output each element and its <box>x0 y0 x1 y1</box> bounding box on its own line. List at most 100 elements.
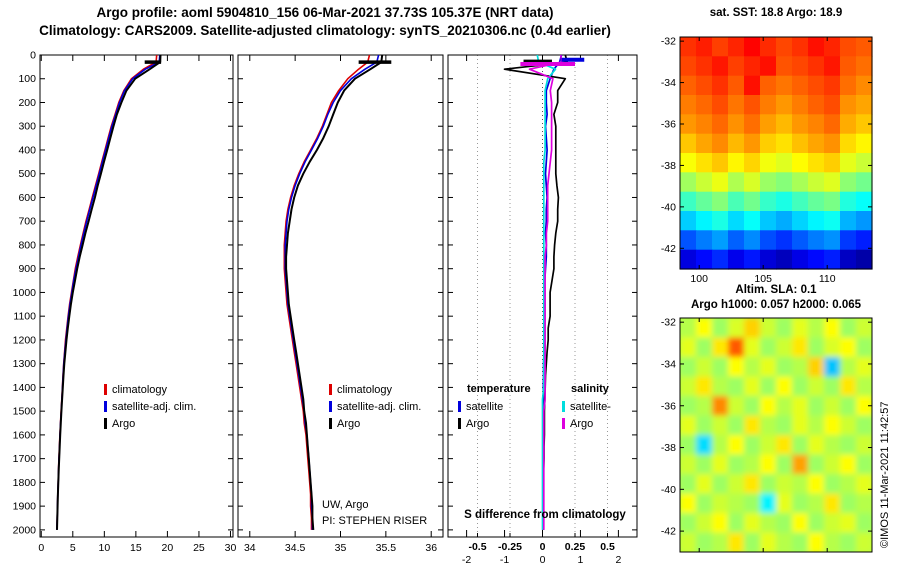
difference-temperature-legend: temperature satellite Argo <box>458 381 531 432</box>
tick-label: 700 <box>18 216 36 228</box>
tick-label: 1700 <box>13 453 37 465</box>
tick-label: 5 <box>70 542 76 554</box>
temperature-legend-header: temperature <box>467 383 531 395</box>
series-climatology <box>283 54 371 530</box>
tick-label: 35.5 <box>376 542 397 554</box>
sla-caption: Altim. SLA: 0.1 <box>735 284 817 296</box>
series-argo <box>56 54 162 530</box>
tick-label: -38 <box>661 442 676 454</box>
s-satellite-swatch <box>562 401 565 412</box>
tick-label: 35 <box>335 542 347 554</box>
legend-label: satellite-adj. clim. <box>337 400 422 413</box>
argo-swatch <box>104 418 107 429</box>
tick-label: 400 <box>18 144 36 156</box>
satellite-adj-swatch <box>104 401 107 412</box>
legend-label: satellite-adj. clim. <box>112 400 197 413</box>
tick-label: 1100 <box>13 311 36 323</box>
tick-label: 1300 <box>13 358 37 370</box>
tick-label: 30 <box>225 542 237 554</box>
legend-label: satellite <box>466 400 504 413</box>
sst-caption: sat. SST: 18.8 Argo: 18.9 <box>709 7 843 19</box>
tick-label: -38 <box>661 160 676 172</box>
legend-item-climatology: climatology <box>104 381 196 398</box>
tick-label: -32 <box>661 36 676 48</box>
tick-label: 300 <box>18 121 36 133</box>
legend-label: Argo <box>570 417 594 430</box>
sst-map: -32 -34 -36 -38 -40 -42 100 105 110 <box>661 36 873 285</box>
legend-label: Argo <box>466 417 490 430</box>
tick-label: 0.5 <box>600 541 615 553</box>
salinity-legend: climatology satellite-adj. clim. Argo <box>329 381 421 432</box>
legend-item-climatology: climatology <box>329 381 421 398</box>
tick-label: 1900 <box>13 501 37 513</box>
tick-label: -1 <box>500 554 509 566</box>
satellite-adj-swatch <box>329 401 332 412</box>
sla-map: -32 -34 -36 -38 -40 -42 <box>661 317 873 553</box>
tick-label: -0.5 <box>468 541 486 553</box>
tick-label: 15 <box>130 542 142 554</box>
temperature-profile-panel: 0100200300400500600700800900100011001200… <box>13 50 237 555</box>
climatology-swatch <box>104 384 107 395</box>
tick-label: 2 <box>615 554 621 566</box>
page-title: Argo profile: aoml 5904810_156 06-Mar-20… <box>96 5 554 20</box>
salinity-profile-panel: 34 34.5 35 35.5 36 <box>237 54 444 554</box>
tick-label: 0 <box>38 542 44 554</box>
page-subtitle: Climatology: CARS2009. Satellite-adjuste… <box>39 23 611 38</box>
tick-label: 1600 <box>13 429 37 441</box>
legend-item-satellite-adj: satellite-adj. clim. <box>104 398 196 415</box>
series-satellite-adj-clim- <box>284 54 380 530</box>
tick-label: 2000 <box>13 524 37 536</box>
tick-label: 1400 <box>13 382 37 394</box>
tick-label: -42 <box>661 243 676 255</box>
legend-label: climatology <box>337 383 393 396</box>
tick-label: -42 <box>661 526 676 538</box>
legend-label: satellite- <box>570 400 611 413</box>
tick-label: -2 <box>462 554 471 566</box>
tick-label: -36 <box>661 400 676 412</box>
t-argo-swatch <box>458 418 461 429</box>
sla-map-grid <box>680 318 872 552</box>
tick-label: 900 <box>18 263 36 275</box>
tick-label: 100 <box>18 73 36 85</box>
tick-label: -40 <box>661 201 676 213</box>
series-salinity-argo <box>528 54 563 530</box>
tick-label: 10 <box>98 542 110 554</box>
tick-label: 1200 <box>13 334 37 346</box>
legend-label: Argo <box>337 417 361 430</box>
legend-item-argo: Argo <box>104 415 196 432</box>
tick-label: 0 <box>540 541 546 553</box>
tick-label: 0 <box>540 554 546 566</box>
tick-label: 34.5 <box>285 542 306 554</box>
legend-item-t-argo: Argo <box>458 415 531 432</box>
series-temperature-argo <box>503 54 569 530</box>
tick-label: 1500 <box>13 406 37 418</box>
climatology-swatch <box>329 384 332 395</box>
tick-label: 34 <box>244 542 256 554</box>
tick-label: 100 <box>690 273 708 285</box>
tick-label: -0.25 <box>498 541 522 553</box>
series-argo <box>285 54 384 530</box>
tick-label: 500 <box>18 168 36 180</box>
tick-label: 0.25 <box>565 541 586 553</box>
pi-note: PI: STEPHEN RISER <box>322 515 428 527</box>
tick-label: -36 <box>661 119 676 131</box>
legend-item-argo: Argo <box>329 415 421 432</box>
legend-label: climatology <box>112 383 168 396</box>
tick-label: 1 <box>578 554 584 566</box>
tick-label: 0 <box>30 50 36 62</box>
temperature-legend: climatology satellite-adj. clim. Argo <box>104 381 196 432</box>
tick-label: 105 <box>754 273 772 285</box>
tick-label: 1000 <box>13 287 37 299</box>
imos-credit: ©IMOS 11-Mar-2021 11:42:57 <box>879 401 891 549</box>
uw-argo-note: UW, Argo <box>322 499 369 511</box>
legend-item-s-argo: Argo <box>562 415 611 432</box>
tick-label: -32 <box>661 317 676 329</box>
tick-label: 1800 <box>13 477 37 489</box>
tick-label: 36 <box>425 542 437 554</box>
series-salinity-satellite <box>536 54 557 530</box>
salinity-legend-header: salinity <box>571 383 609 395</box>
legend-item-satellite-adj: satellite-adj. clim. <box>329 398 421 415</box>
tick-label: -34 <box>661 77 676 89</box>
